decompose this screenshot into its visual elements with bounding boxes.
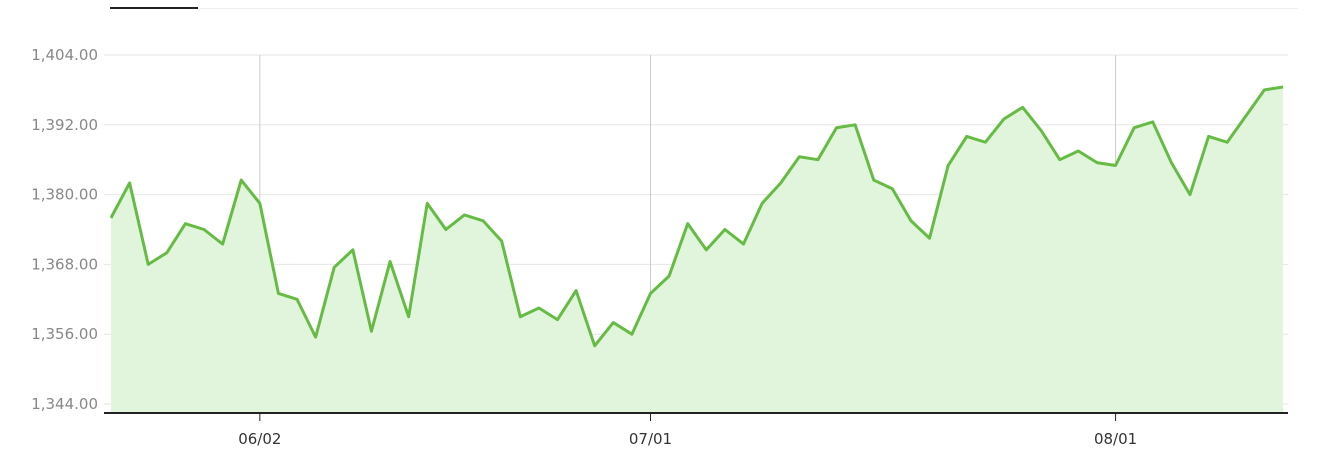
data-point [389, 260, 392, 263]
top-divider [110, 8, 1298, 9]
y-tick-label: 1,404.00 [31, 46, 98, 64]
data-point [277, 292, 280, 295]
data-point [947, 164, 950, 167]
data-point [426, 202, 429, 205]
data-point [314, 336, 317, 339]
data-point [1151, 120, 1154, 123]
data-point [1058, 158, 1061, 161]
data-point [147, 263, 150, 266]
data-point [351, 248, 354, 251]
data-point [1114, 164, 1117, 167]
data-point [872, 179, 875, 182]
data-point [296, 298, 299, 301]
data-point [575, 289, 578, 292]
data-point [835, 126, 838, 129]
data-point [668, 275, 671, 278]
data-point [1133, 126, 1136, 129]
y-tick-label: 1,368.00 [31, 255, 98, 273]
data-point [240, 179, 243, 182]
tick-marks [259, 413, 1117, 421]
data-point [779, 181, 782, 184]
data-point [1021, 106, 1024, 109]
x-tick-label: 06/02 [238, 430, 281, 448]
active-tab-indicator [110, 7, 198, 9]
data-point [630, 333, 633, 336]
y-tick-label: 1,356.00 [31, 325, 98, 343]
data-point [1207, 135, 1210, 138]
data-point [1263, 88, 1266, 91]
data-point [463, 213, 466, 216]
data-point [370, 330, 373, 333]
data-point [798, 155, 801, 158]
data-point [537, 307, 540, 310]
data-point [221, 243, 224, 246]
data-point [649, 292, 652, 295]
data-point [1188, 193, 1191, 196]
data-point [1077, 149, 1080, 152]
data-point [965, 135, 968, 138]
data-point [891, 187, 894, 190]
data-point [854, 123, 857, 126]
data-point [909, 219, 912, 222]
data-point [519, 315, 522, 318]
data-point [723, 228, 726, 231]
data-point [444, 228, 447, 231]
data-point [407, 315, 410, 318]
data-point [1244, 115, 1247, 118]
y-tick-label: 1,344.00 [31, 395, 98, 413]
x-tick-label: 08/01 [1094, 430, 1137, 448]
y-tick-label: 1,380.00 [31, 186, 98, 204]
data-point [761, 202, 764, 205]
data-point [1002, 117, 1005, 120]
y-tick-label: 1,392.00 [31, 116, 98, 134]
data-point [203, 228, 206, 231]
data-point [1095, 161, 1098, 164]
data-point [1170, 161, 1173, 164]
series-line [109, 85, 1284, 348]
data-point [258, 202, 261, 205]
data-point [1040, 129, 1043, 132]
data-point [984, 141, 987, 144]
data-point [686, 222, 689, 225]
data-point [184, 222, 187, 225]
data-point [593, 344, 596, 347]
data-point [500, 240, 503, 243]
data-point [928, 237, 931, 240]
data-point [705, 248, 708, 251]
data-point [1282, 85, 1285, 88]
data-point [482, 219, 485, 222]
data-point [165, 251, 168, 254]
data-point [742, 243, 745, 246]
x-axis-labels: 06/02 07/01 08/01 [238, 430, 1137, 448]
area-fill [111, 86, 1283, 414]
data-point [333, 266, 336, 269]
data-point [128, 181, 131, 184]
data-point [110, 216, 113, 219]
data-point [556, 318, 559, 321]
x-tick-label: 07/01 [629, 430, 672, 448]
data-point [1226, 141, 1229, 144]
data-point [612, 321, 615, 324]
data-point [816, 158, 819, 161]
y-axis-labels: 1,404.00 1,392.00 1,380.00 1,368.00 1,356.00… [31, 46, 98, 413]
